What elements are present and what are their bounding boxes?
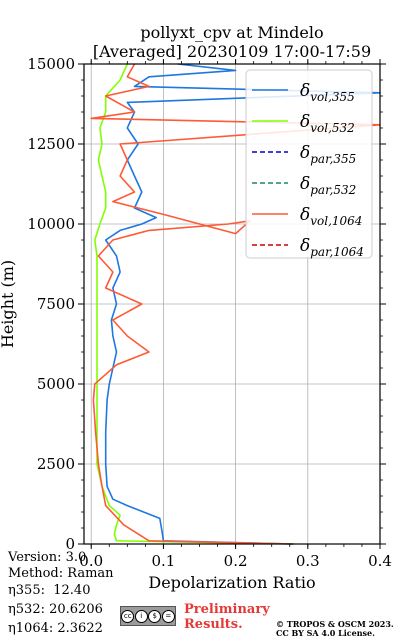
axis-ticks: 0.0 0.1 0.2 0.3 0.4 0 2500 5000 7500 10000 12500 15… xyxy=(27,55,392,570)
chart-subtitle: [Averaged] 20230109 17:00-17:59 xyxy=(93,42,371,61)
legend-subscript: vol,355 xyxy=(310,90,355,104)
legend-symbol: δ xyxy=(300,236,310,256)
legend-subscript: par,532 xyxy=(310,183,356,197)
legend-box xyxy=(245,69,373,259)
eta355-text: η355: 12.40 xyxy=(8,583,91,598)
version-text: Version: 3.0 xyxy=(8,550,87,565)
legend-label: δpar,532 xyxy=(300,174,356,197)
x-tick-label: 0.0 xyxy=(79,552,103,570)
y-tick-label: 2500 xyxy=(37,455,75,473)
legend-label: δvol,355 xyxy=(300,81,355,104)
y-tick-label: 0 xyxy=(65,535,75,553)
series-line-0 xyxy=(104,63,381,545)
series-line-1 xyxy=(94,63,294,545)
cc-license-logo: cc i $ = xyxy=(120,606,176,626)
y-tick-label: 7500 xyxy=(37,295,75,313)
eta1064-text: η1064: 2.3622 xyxy=(8,621,103,636)
by-icon: i xyxy=(134,609,148,623)
legend-label: δvol,1064 xyxy=(300,205,362,228)
legend-symbol: δ xyxy=(300,205,310,225)
legend: δvol,355δvol,532δpar,355δpar,532δvol,106… xyxy=(245,69,373,259)
x-axis-label: Depolarization Ratio xyxy=(148,573,315,592)
sa-icon: = xyxy=(161,609,175,623)
legend-subscript: vol,532 xyxy=(310,121,355,135)
legend-label: δpar,1064 xyxy=(300,236,364,259)
preliminary-results-text: Preliminary Results. xyxy=(184,602,270,632)
nc-icon: $ xyxy=(148,609,162,623)
legend-symbol: δ xyxy=(300,143,310,163)
x-tick-label: 0.2 xyxy=(224,552,248,570)
method-text: Method: Raman xyxy=(8,566,114,581)
legend-symbol: δ xyxy=(300,81,310,101)
legend-subscript: par,1064 xyxy=(310,245,364,259)
copyright-text: © TROPOS & OSCM 2023. CC BY SA 4.0 Licen… xyxy=(276,619,394,638)
eta532-text: η532: 20.6206 xyxy=(8,602,103,617)
y-tick-label: 12500 xyxy=(27,135,75,153)
y-tick-label: 5000 xyxy=(37,375,75,393)
x-tick-label: 0.1 xyxy=(151,552,175,570)
x-tick-label: 0.4 xyxy=(368,552,392,570)
legend-label: δpar,355 xyxy=(300,143,356,166)
legend-symbol: δ xyxy=(300,112,310,132)
y-tick-label: 15000 xyxy=(27,55,75,73)
cc-icon: cc xyxy=(121,609,135,623)
y-axis-label: Height (m) xyxy=(0,260,17,348)
legend-subscript: par,355 xyxy=(310,152,356,166)
y-tick-label: 10000 xyxy=(27,215,75,233)
legend-symbol: δ xyxy=(300,174,310,194)
legend-subscript: vol,1064 xyxy=(310,214,362,228)
x-tick-label: 0.3 xyxy=(296,552,320,570)
chart-title: pollyxt_cpv at Mindelo xyxy=(140,23,323,42)
legend-label: δvol,532 xyxy=(300,112,355,135)
